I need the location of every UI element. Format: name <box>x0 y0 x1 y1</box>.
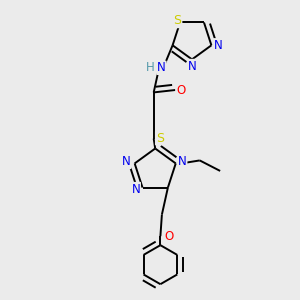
Text: N: N <box>122 155 130 168</box>
Text: H: H <box>146 61 154 74</box>
Text: O: O <box>176 83 185 97</box>
Text: N: N <box>131 183 140 196</box>
Text: N: N <box>178 155 187 168</box>
Text: O: O <box>164 230 173 243</box>
Text: S: S <box>174 14 182 28</box>
Text: N: N <box>214 39 222 52</box>
Text: N: N <box>188 59 196 73</box>
Text: N: N <box>157 61 166 74</box>
Text: S: S <box>156 131 164 145</box>
